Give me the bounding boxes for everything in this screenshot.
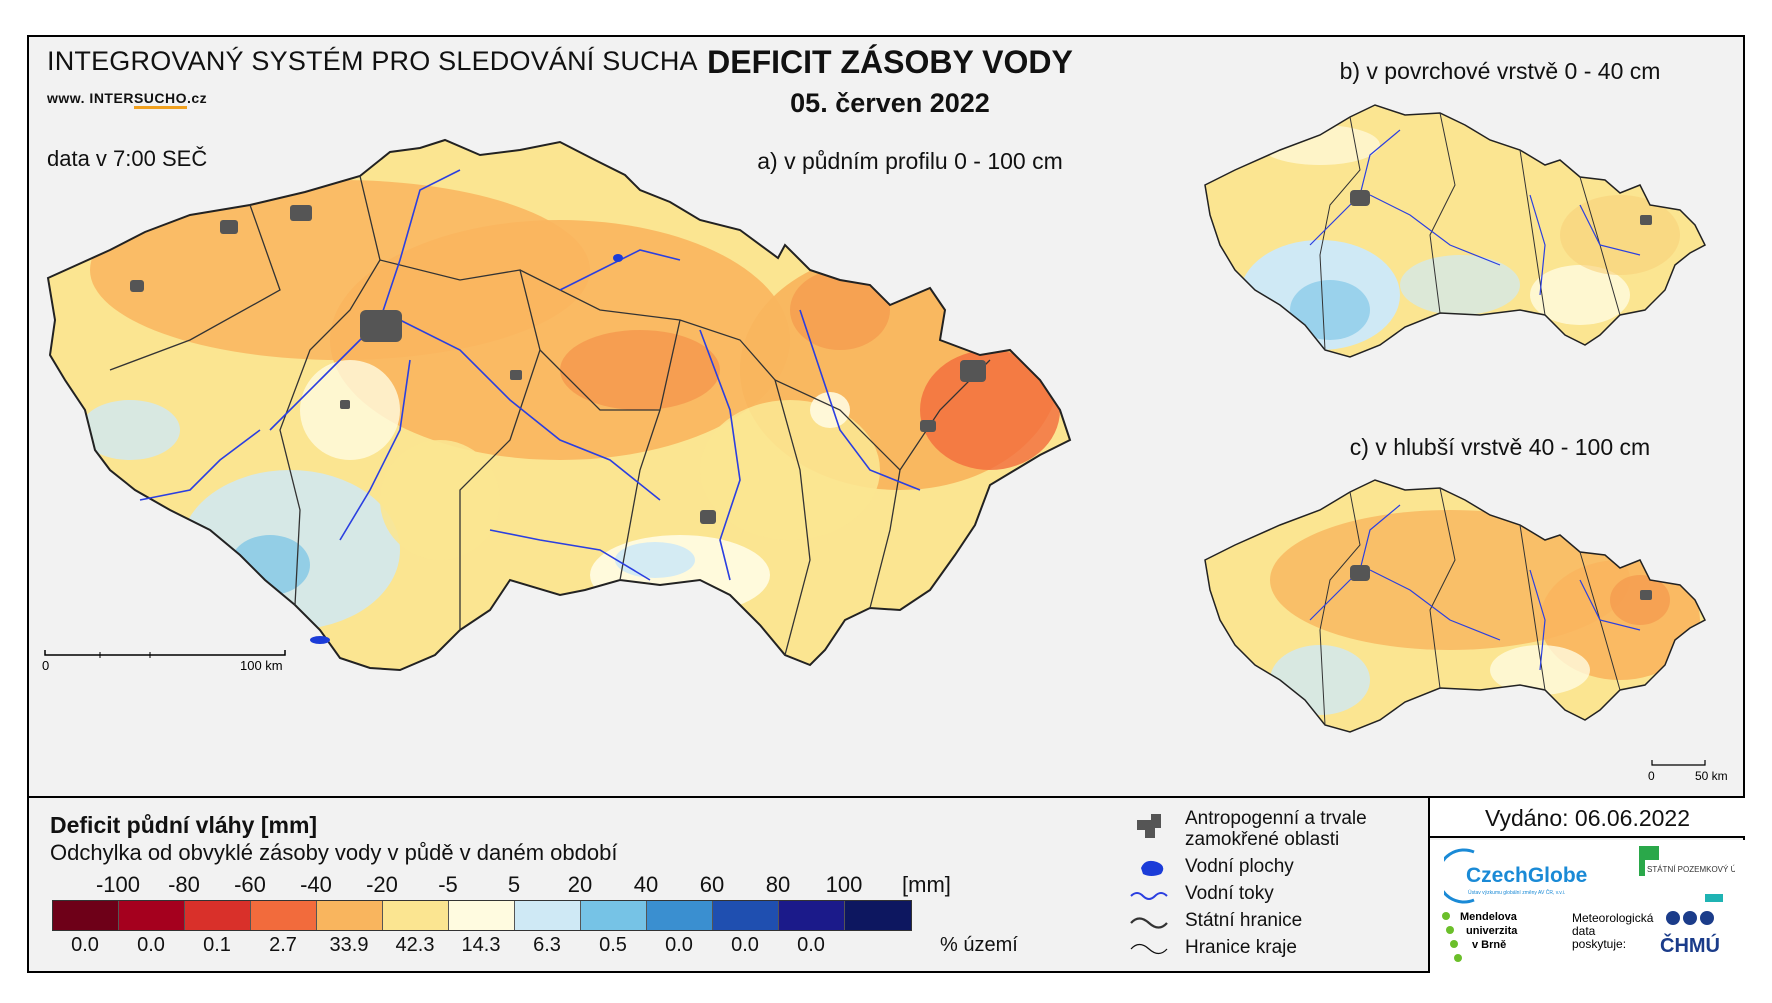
color-swatch xyxy=(713,901,779,930)
color-swatch xyxy=(779,901,845,930)
map-c-label: c) v hlubší vrstvě 40 - 100 cm xyxy=(1349,434,1651,460)
map-c-deep-layer: 0 50 km xyxy=(1204,479,1728,780)
czechglobe-logo[interactable]: CzechGlobe Ústav výzkumu globální změny … xyxy=(1444,844,1604,904)
scale-a-end: 100 km xyxy=(240,658,283,673)
color-swatch xyxy=(647,901,713,930)
color-swatch xyxy=(383,901,449,930)
map-a-soil-profile: 0 100 km xyxy=(42,138,1072,673)
scale-bar-a: 0 100 km xyxy=(42,650,286,673)
map-a-label: a) v půdním profilu 0 - 100 cm xyxy=(757,148,1063,174)
legend-unit-pct: % území xyxy=(940,934,1018,956)
legend-rivers: Vodní toky xyxy=(1185,883,1274,904)
legend-percentage: 0.5 xyxy=(599,934,627,956)
mendel-line-3: v Brně xyxy=(1472,939,1506,951)
legend-percentage: 2.7 xyxy=(269,934,297,956)
legend-percentage: 0.0 xyxy=(137,934,165,956)
legend-percentage: 0.1 xyxy=(203,934,231,956)
state-border-icon xyxy=(1130,917,1168,929)
color-swatch xyxy=(449,901,515,930)
legend-state-border: Státní hranice xyxy=(1185,910,1303,931)
legend-percentage: 0.0 xyxy=(797,934,825,956)
river-icon xyxy=(1130,892,1168,900)
legend-subtitle: Odchylka od obvyklé zásoby vody v půdě v… xyxy=(50,840,618,865)
czechglobe-subtext: Ústav výzkumu globální změny AV ČR, v.v.… xyxy=(1468,889,1565,896)
legend-percentage: 0.0 xyxy=(71,934,99,956)
color-swatch xyxy=(317,901,383,930)
legend-percentage: 0.0 xyxy=(665,934,693,956)
legend-tick-label: 40 xyxy=(633,872,659,897)
legend-separator xyxy=(27,796,1745,798)
issued-date: Vydáno: 06.06.2022 xyxy=(1430,798,1745,838)
color-scale xyxy=(52,900,912,931)
url-prefix: www. INTER xyxy=(47,90,134,106)
map-date: 05. červen 2022 xyxy=(790,88,990,118)
map-b-label: b) v povrchové vrstvě 0 - 40 cm xyxy=(1339,58,1661,84)
legend-percentage: 14.3 xyxy=(461,934,501,956)
map-b-surface-layer xyxy=(1204,104,1706,358)
legend-tick-label: 5 xyxy=(507,872,521,897)
logo-separator xyxy=(1428,796,1430,973)
color-swatch xyxy=(185,901,251,930)
water-body-icon xyxy=(1141,860,1164,876)
legend-percentage: 33.9 xyxy=(329,934,369,956)
legend-unit-mm: [mm] xyxy=(902,872,951,897)
chmi-logo[interactable]: Meteorologická data poskytuje: ČHMÚ xyxy=(1570,906,1745,970)
url-suffix: .cz xyxy=(187,90,208,106)
logos-panel: CzechGlobe Ústav výzkumu globální změny … xyxy=(1430,840,1745,973)
legend-tick-label: 100 xyxy=(825,872,863,897)
chmi-prefix-2: data xyxy=(1572,924,1596,938)
legend-title: Deficit půdní vláhy [mm] xyxy=(50,812,318,838)
color-swatch xyxy=(251,901,317,930)
legend-percentage: 0.0 xyxy=(731,934,759,956)
url-highlight: SUCHO xyxy=(133,90,187,109)
color-swatch xyxy=(581,901,647,930)
chmi-prefix-3: poskytuje: xyxy=(1572,937,1626,951)
color-swatch xyxy=(53,901,119,930)
mendel-university-logo[interactable]: Mendelova univerzita v Brně xyxy=(1436,906,1566,970)
scale-c-zero: 0 xyxy=(1648,769,1655,780)
legend-percentage: 42.3 xyxy=(395,934,435,956)
legend-anthropogenic: Antropogenní a trvale zamokřené oblasti xyxy=(1185,808,1367,850)
region-border-icon xyxy=(1130,943,1168,955)
legend-tick-label: 20 xyxy=(567,872,593,897)
legend-percentage: 6.3 xyxy=(533,934,561,956)
legend-tick-label: 60 xyxy=(699,872,725,897)
legend-tick-label: -20 xyxy=(366,872,398,897)
mendel-line-1: Mendelova xyxy=(1460,911,1518,923)
website-url[interactable]: www. INTERSUCHO.cz xyxy=(47,90,208,109)
legend-tick-label: -80 xyxy=(168,872,200,897)
prague-area xyxy=(360,310,402,342)
color-swatch xyxy=(845,901,911,930)
legend-tick-label: -100 xyxy=(95,872,141,897)
anthropogenic-icon xyxy=(1137,814,1161,838)
legend-tick-label: -60 xyxy=(234,872,266,897)
legend-tick-label: -40 xyxy=(300,872,332,897)
scale-a-zero: 0 xyxy=(42,658,49,673)
legend-tick-label: -5 xyxy=(438,872,458,897)
chmi-text: ČHMÚ xyxy=(1660,933,1720,957)
legend-tick-label: 80 xyxy=(765,872,791,897)
chmi-prefix-1: Meteorologická xyxy=(1572,911,1654,925)
legend-water-bodies: Vodní plochy xyxy=(1185,856,1294,877)
system-title: INTEGROVANÝ SYSTÉM PRO SLEDOVÁNÍ SUCHA xyxy=(47,46,698,76)
data-time: data v 7:00 SEČ xyxy=(47,146,208,171)
spu-logo[interactable]: STÁTNÍ POZEMKOVÝ ÚŘAD xyxy=(1635,844,1735,904)
map-legend-symbols xyxy=(1130,814,1168,955)
color-swatch xyxy=(119,901,185,930)
spu-text: STÁTNÍ POZEMKOVÝ ÚŘAD xyxy=(1647,865,1735,874)
main-title: DEFICIT ZÁSOBY VODY xyxy=(707,44,1073,80)
legend-region-border: Hranice kraje xyxy=(1185,937,1297,958)
czechglobe-text: CzechGlobe xyxy=(1466,864,1587,887)
scale-bar-c: 0 50 km xyxy=(1648,760,1728,780)
color-swatch xyxy=(515,901,581,930)
mendel-line-2: univerzita xyxy=(1466,925,1518,937)
scale-c-end: 50 km xyxy=(1695,769,1728,780)
